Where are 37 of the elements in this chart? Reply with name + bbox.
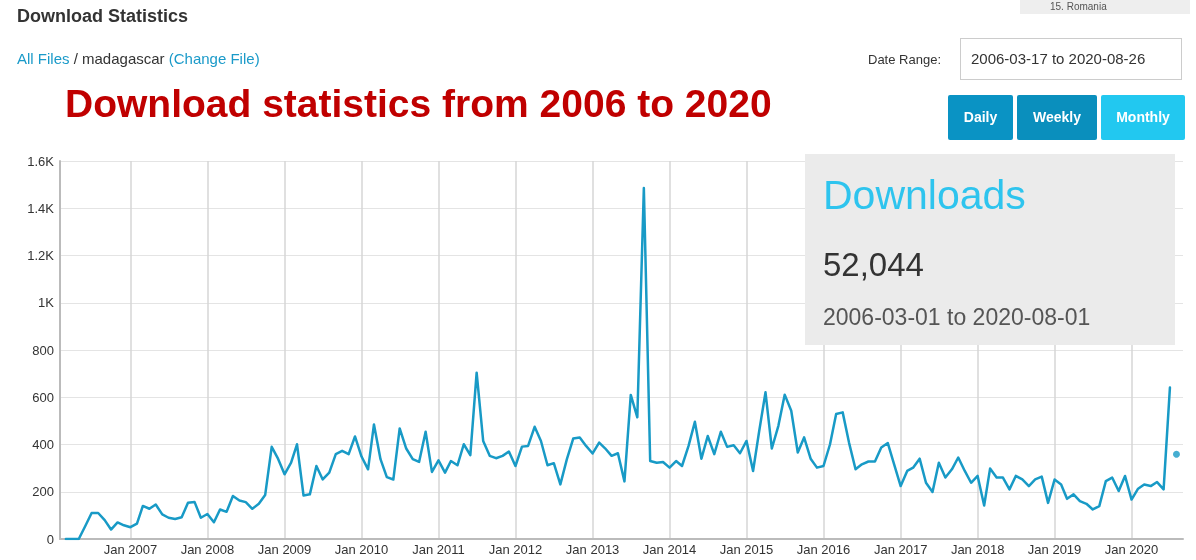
text: Weekly xyxy=(1017,95,1097,140)
y-tick-label: 800 xyxy=(32,342,54,358)
text: Daily xyxy=(948,95,1013,140)
text: (Change File) xyxy=(168,50,260,67)
x-tick-label: Jan 2018 xyxy=(950,542,1005,557)
y-tick-label: 1.2K xyxy=(27,248,55,263)
y-tick-label: 1.6K xyxy=(27,153,55,169)
chart-subtitle: Download Statistics xyxy=(17,6,189,27)
x-tick-label: Jan 2012 xyxy=(488,542,543,557)
text: All Files xyxy=(17,50,70,67)
y-tick-label: 0 xyxy=(46,531,54,547)
x-tick-label: Jan 2010 xyxy=(334,542,389,557)
x-tick-label: Jan 2007 xyxy=(103,542,158,557)
y-tick-label: 600 xyxy=(32,389,54,405)
x-tick-label: Jan 2008 xyxy=(180,542,235,557)
text: Date Range: xyxy=(868,52,941,67)
text: 15. Romania xyxy=(1020,0,1190,14)
y-tick-label: 200 xyxy=(32,484,54,500)
y-tick-label: 1K xyxy=(38,295,55,311)
x-tick-label: Jan 2019 xyxy=(1027,542,1082,557)
text: 2006-03-17 to 2020-08-26 xyxy=(960,38,1182,80)
y-tick-label: 1.4K xyxy=(27,200,55,216)
annotation: 2006-03-01 to 2020-08-01 xyxy=(823,304,1091,331)
x-tick-label: Jan 2020 xyxy=(1104,542,1159,557)
x-tick-label: Jan 2013 xyxy=(565,542,620,557)
text: / madagascar xyxy=(73,50,165,67)
x-tick-label: Jan 2015 xyxy=(719,542,774,557)
x-tick-label: Jan 2011 xyxy=(412,542,465,557)
y-tick-label: 400 xyxy=(32,437,54,452)
annotation: 52,044 xyxy=(823,246,924,284)
x-tick-label: Jan 2014 xyxy=(642,542,697,557)
x-tick-label: Jan 2017 xyxy=(873,542,928,557)
x-tick-label: Jan 2009 xyxy=(257,542,312,557)
annotation: Downloads xyxy=(823,172,1026,219)
chart-title: Download statistics from 2006 to 2020 xyxy=(65,82,772,126)
x-tick-label: Jan 2016 xyxy=(796,542,851,557)
text: Monthly xyxy=(1101,95,1185,140)
